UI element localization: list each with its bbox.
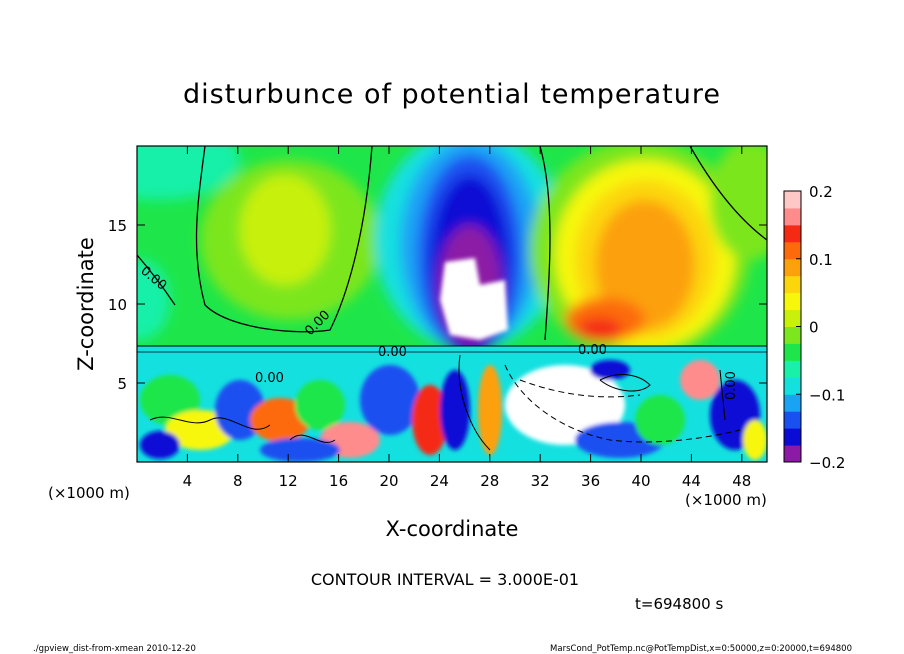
x-axis-label: X-coordinate bbox=[386, 517, 519, 541]
colorbar-swatch bbox=[784, 445, 801, 463]
y-tick-label: 10 bbox=[108, 296, 127, 314]
colorbar-swatch bbox=[784, 191, 801, 209]
x-tick-label: 44 bbox=[682, 472, 701, 490]
footer-right: MarsCond_PotTemp.nc@PotTempDist,x=0:5000… bbox=[550, 644, 852, 654]
x-tick-label: 28 bbox=[480, 472, 499, 490]
x-tick-label: 16 bbox=[329, 472, 348, 490]
contour-interval-text: CONTOUR INTERVAL = 3.000E-01 bbox=[311, 570, 579, 589]
contour-label: 0.00 bbox=[578, 343, 607, 358]
colorbar-swatch bbox=[784, 224, 801, 243]
y-axis: 5 10 15 bbox=[108, 217, 767, 393]
colorbar-swatch bbox=[784, 343, 801, 361]
x-tick-label: 36 bbox=[581, 472, 600, 490]
colorbar-swatch bbox=[784, 309, 801, 327]
colorbar-ticks: 0.2 0.1 0 −0.1 −0.2 bbox=[796, 183, 845, 472]
colorbar-swatch bbox=[784, 207, 801, 226]
x-unit-right: (×1000 m) bbox=[685, 491, 767, 509]
colorbar-tick-label: 0.2 bbox=[809, 183, 833, 201]
colorbar-swatch bbox=[784, 241, 801, 260]
x-axis: 4 8 12 16 20 24 28 32 36 40 44 48 bbox=[183, 146, 751, 490]
colorbar-tick-label: 0 bbox=[809, 319, 819, 337]
x-tick-label: 12 bbox=[279, 472, 298, 490]
contour-label: 0.00 bbox=[255, 371, 284, 386]
time-text: t=694800 s bbox=[635, 595, 723, 613]
colorbar-swatch bbox=[784, 326, 801, 344]
x-tick-label: 20 bbox=[379, 472, 398, 490]
colorbar-swatch bbox=[784, 411, 801, 429]
chart-title: disturbunce of potential temperature bbox=[183, 79, 721, 110]
contour-label: 0.00 bbox=[378, 345, 407, 360]
colorbar-swatch bbox=[784, 428, 801, 446]
contour-label: 0.00 bbox=[724, 371, 739, 400]
x-tick-label: 40 bbox=[631, 472, 650, 490]
footer-left: ./gpview_dist-from-xmean 2010-12-20 bbox=[33, 644, 196, 654]
colorbar bbox=[783, 190, 802, 463]
y-tick-label: 5 bbox=[117, 375, 127, 393]
colorbar-swatch bbox=[784, 258, 801, 277]
contour-lines bbox=[137, 146, 767, 451]
x-tick-label: 32 bbox=[531, 472, 550, 490]
x-tick-label: 48 bbox=[732, 472, 751, 490]
colorbar-swatch bbox=[784, 292, 801, 311]
colorbar-swatch bbox=[784, 394, 801, 412]
colorbar-tick-label: 0.1 bbox=[809, 251, 833, 269]
colorbar-swatch bbox=[784, 377, 801, 395]
colorbar-swatch bbox=[784, 360, 801, 378]
x-tick-label: 24 bbox=[430, 472, 449, 490]
y-tick-label: 15 bbox=[108, 217, 127, 235]
x-tick-label: 8 bbox=[233, 472, 243, 490]
x-tick-label: 4 bbox=[183, 472, 193, 490]
colorbar-swatch bbox=[784, 275, 801, 294]
colorbar-tick-label: −0.1 bbox=[809, 386, 845, 404]
x-unit-left: (×1000 m) bbox=[48, 484, 130, 502]
colorbar-tick-label: −0.2 bbox=[809, 454, 845, 472]
y-axis-label: Z-coordinate bbox=[74, 237, 98, 371]
heatmap-field bbox=[137, 146, 767, 462]
